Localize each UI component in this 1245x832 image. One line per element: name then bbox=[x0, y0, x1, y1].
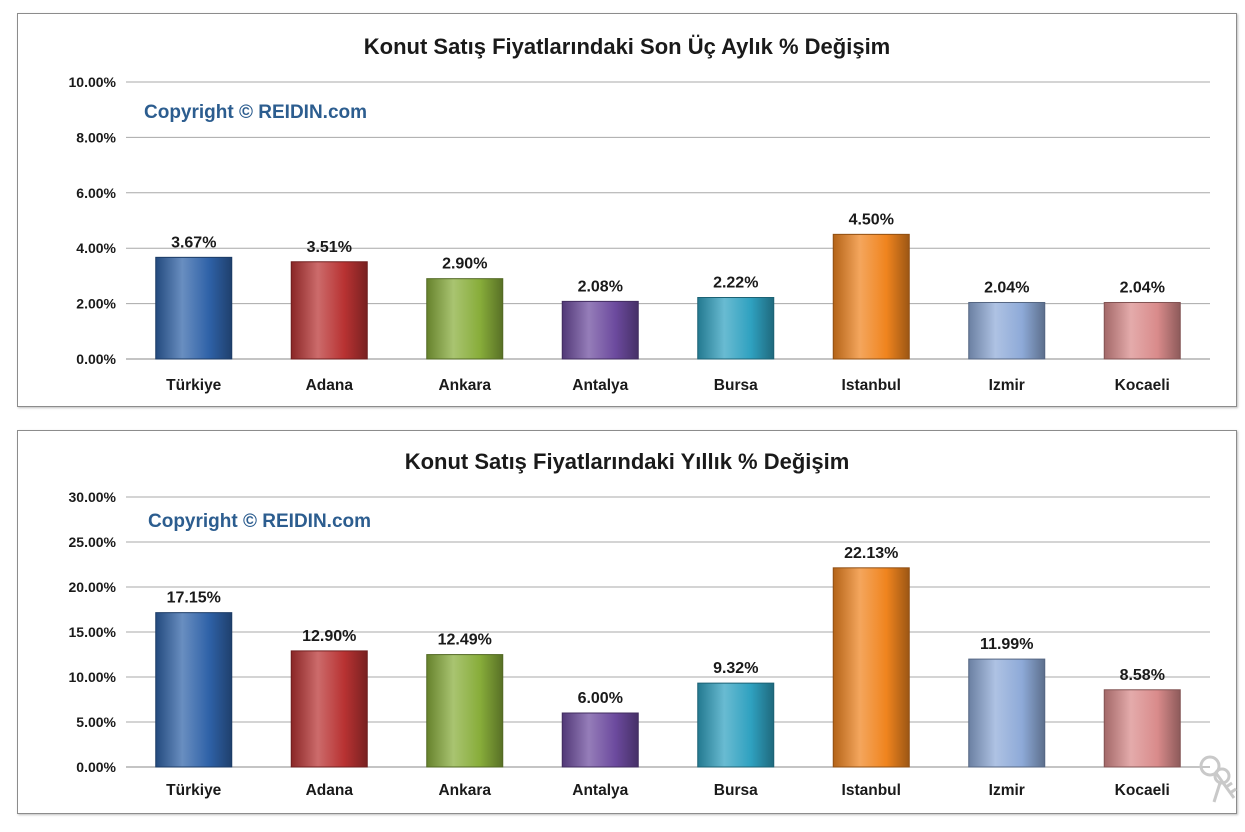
x-tick-label: Istanbul bbox=[842, 782, 901, 799]
y-tick-label: 20.00% bbox=[69, 579, 117, 595]
x-tick-label: Adana bbox=[306, 377, 354, 394]
x-tick-label: Bursa bbox=[714, 782, 758, 799]
y-tick-label: 6.00% bbox=[76, 185, 116, 201]
y-tick-label: 8.00% bbox=[76, 129, 116, 145]
y-tick-label: 15.00% bbox=[69, 624, 117, 640]
x-tick-label: Antalya bbox=[572, 782, 628, 799]
bar-izmir bbox=[968, 658, 1046, 768]
bar-bursa bbox=[697, 297, 775, 360]
y-tick-label: 2.00% bbox=[76, 296, 116, 312]
bar-ankara bbox=[426, 654, 504, 768]
bar-izmir bbox=[968, 301, 1046, 360]
x-tick-label: Türkiye bbox=[166, 377, 222, 394]
x-tick-label: Istanbul bbox=[842, 377, 901, 394]
bar-chart-quarterly: 0.00% 2.00% 4.00% 6.00% 8.00% 10.00% 3.67% Türk… bbox=[69, 74, 1210, 394]
x-tick-label: Kocaeli bbox=[1115, 377, 1170, 394]
x-tick-label: Ankara bbox=[438, 377, 491, 394]
y-tick-label: 0.00% bbox=[76, 759, 116, 775]
bar-antalya bbox=[561, 712, 639, 768]
bar-istanbul bbox=[832, 567, 910, 768]
y-tick-label: 30.00% bbox=[69, 489, 117, 505]
data-label: 2.04% bbox=[984, 279, 1029, 296]
bar-t-rkiye bbox=[155, 612, 233, 768]
data-label: 9.32% bbox=[713, 660, 758, 677]
bar-chart-annual: 0.00% 5.00% 10.00% 15.00% 20.00% 25.00% 30.00%… bbox=[69, 489, 1210, 799]
data-label: 17.15% bbox=[167, 590, 221, 607]
data-label: 3.67% bbox=[171, 234, 216, 251]
data-label: 3.51% bbox=[307, 239, 352, 256]
data-label: 4.50% bbox=[849, 211, 894, 228]
chart-title: Konut Satış Fiyatlarındaki Yıllık % Deği… bbox=[404, 449, 850, 474]
bar-adana bbox=[290, 650, 368, 768]
chart-title: Konut Satış Fiyatlarındaki Son Üç Aylık … bbox=[363, 34, 891, 59]
bar-t-rkiye bbox=[155, 256, 233, 360]
x-tick-label: Türkiye bbox=[166, 782, 222, 799]
chart-panel-annual: Konut Satış Fiyatlarındaki Yıllık % Deği… bbox=[17, 430, 1237, 814]
y-tick-label: 10.00% bbox=[69, 74, 117, 90]
y-tick-label: 5.00% bbox=[76, 714, 116, 730]
x-tick-label: Antalya bbox=[572, 377, 628, 394]
x-tick-label: Kocaeli bbox=[1115, 782, 1170, 799]
data-label: 12.49% bbox=[438, 632, 492, 649]
data-label: 22.13% bbox=[844, 545, 898, 562]
bar-istanbul bbox=[832, 233, 910, 360]
x-tick-label: Izmir bbox=[989, 782, 1025, 799]
x-tick-label: Izmir bbox=[989, 377, 1025, 394]
data-label: 2.22% bbox=[713, 275, 758, 292]
bar-kocaeli bbox=[1103, 689, 1181, 768]
data-label: 2.90% bbox=[442, 256, 487, 273]
y-tick-label: 25.00% bbox=[69, 534, 117, 550]
bar-kocaeli bbox=[1103, 301, 1181, 360]
y-tick-label: 0.00% bbox=[76, 351, 116, 367]
data-label: 8.58% bbox=[1120, 667, 1165, 684]
y-tick-label: 10.00% bbox=[69, 669, 117, 685]
data-label: 2.04% bbox=[1120, 279, 1165, 296]
bar-adana bbox=[290, 261, 368, 360]
x-tick-label: Adana bbox=[306, 782, 354, 799]
bar-bursa bbox=[697, 682, 775, 768]
x-tick-label: Ankara bbox=[438, 782, 491, 799]
copyright-annotation: Copyright © REIDIN.com bbox=[144, 102, 368, 123]
keys-icon bbox=[1199, 755, 1237, 803]
bar-antalya bbox=[561, 300, 639, 360]
data-label: 12.90% bbox=[302, 628, 356, 645]
x-tick-label: Bursa bbox=[714, 377, 758, 394]
chart-panel-quarterly: Konut Satış Fiyatlarındaki Son Üç Aylık … bbox=[17, 13, 1237, 407]
copyright-annotation: Copyright © REIDIN.com bbox=[148, 511, 372, 532]
bar-ankara bbox=[426, 278, 504, 360]
data-label: 11.99% bbox=[980, 636, 1033, 653]
y-tick-label: 4.00% bbox=[76, 240, 116, 256]
data-label: 6.00% bbox=[578, 690, 623, 707]
data-label: 2.08% bbox=[578, 278, 623, 295]
